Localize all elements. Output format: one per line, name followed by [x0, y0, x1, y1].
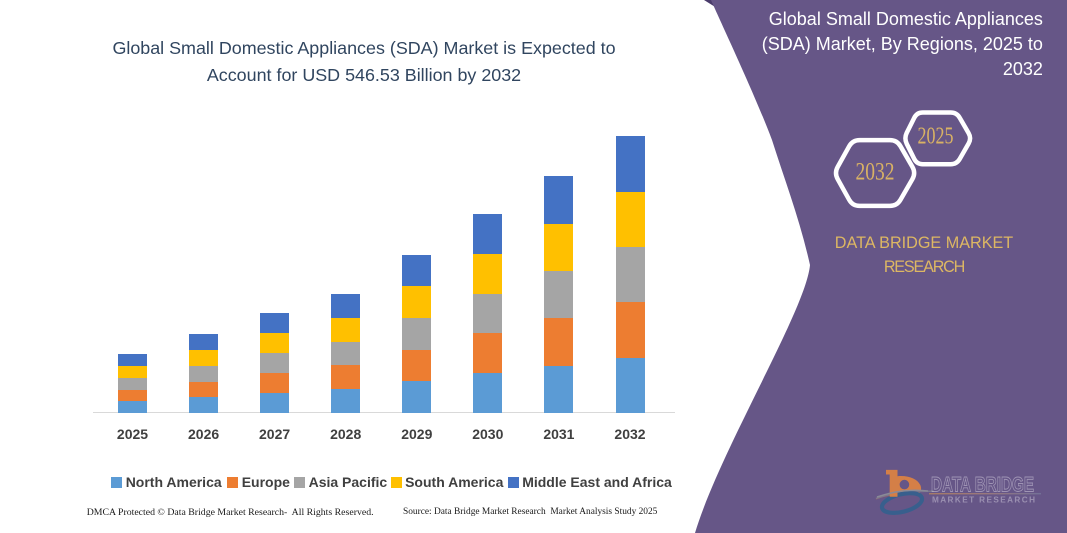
svg-text:MARKET RESEARCH: MARKET RESEARCH: [932, 496, 1035, 505]
svg-text:2032: 2032: [856, 158, 895, 185]
svg-text:DATA BRIDGE: DATA BRIDGE: [931, 474, 1034, 497]
svg-text:2025: 2025: [918, 123, 954, 149]
